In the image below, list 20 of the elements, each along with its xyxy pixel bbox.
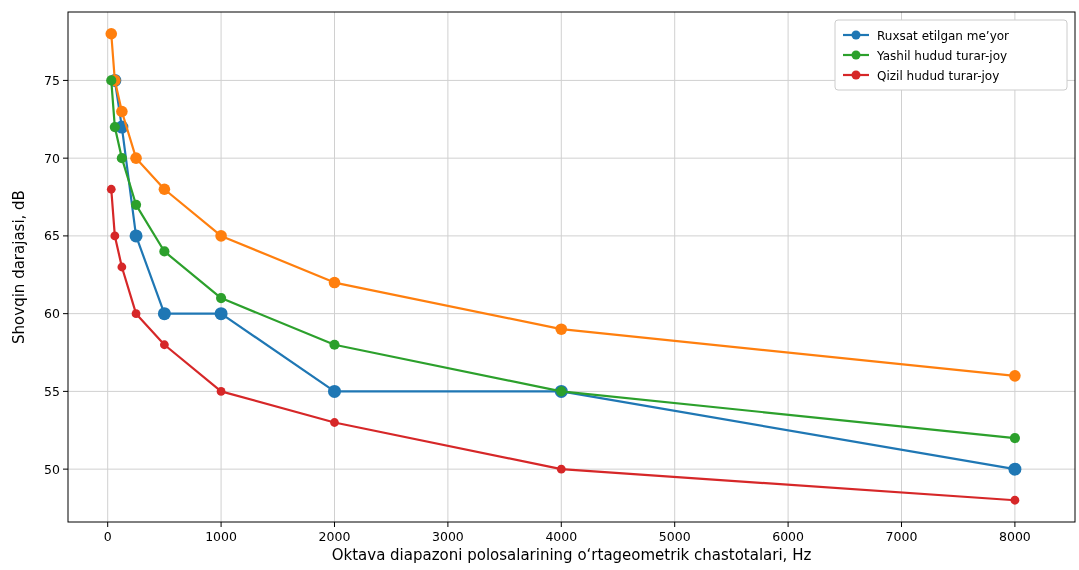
y-tick-label: 60 bbox=[44, 306, 61, 322]
x-tick-label: 6000 bbox=[772, 529, 805, 544]
y-tick-label: 50 bbox=[44, 461, 61, 477]
legend-label: Ruxsat etilgan me’yor bbox=[877, 28, 1010, 43]
x-tick-label: 1000 bbox=[205, 529, 238, 544]
x-tick-label: 0 bbox=[103, 529, 112, 544]
x-axis-title: Oktava diapazoni polosalarining o‘rtageometrik chastotalari, Hz bbox=[331, 546, 812, 564]
y-tick-label: 75 bbox=[44, 72, 60, 88]
y-tick-label: 65 bbox=[44, 228, 60, 244]
x-tick-label: 2000 bbox=[318, 529, 351, 544]
x-tick-label: 5000 bbox=[658, 529, 691, 544]
x-tick-label: 4000 bbox=[545, 529, 578, 544]
y-axis-title: Shovqin darajasi, dB bbox=[10, 190, 28, 344]
x-tick-label: 3000 bbox=[431, 529, 464, 544]
y-tick-label: 55 bbox=[44, 383, 60, 399]
x-tick-label: 7000 bbox=[885, 529, 918, 544]
legend-label: Yashil hudud turar-joy bbox=[876, 48, 1008, 63]
legend-label: Qizil hudud turar-joy bbox=[877, 68, 1000, 83]
x-tick-label: 8000 bbox=[998, 529, 1031, 544]
y-tick-label: 70 bbox=[44, 150, 61, 166]
